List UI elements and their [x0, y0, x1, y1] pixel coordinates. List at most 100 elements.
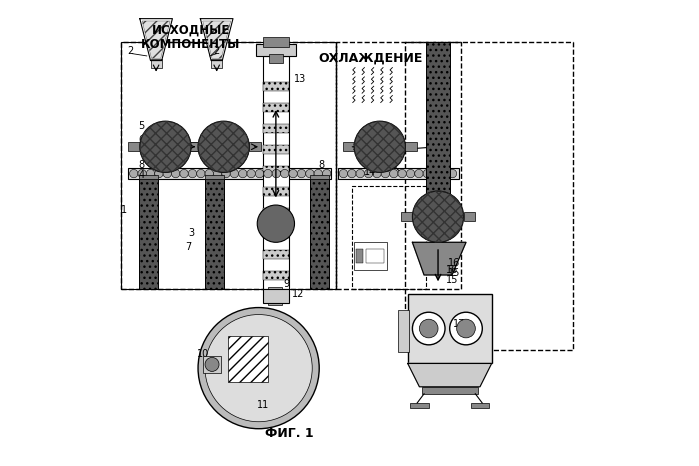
Circle shape — [238, 170, 247, 178]
Bar — [205, 175, 224, 179]
Bar — [356, 249, 363, 263]
Circle shape — [280, 170, 289, 178]
Circle shape — [171, 170, 180, 178]
Bar — [128, 168, 331, 179]
Circle shape — [354, 121, 405, 172]
Circle shape — [389, 170, 398, 178]
Circle shape — [398, 170, 406, 178]
Bar — [269, 54, 283, 63]
Text: 7: 7 — [447, 207, 453, 217]
Text: 10: 10 — [196, 349, 209, 359]
Bar — [401, 212, 412, 221]
Bar — [463, 212, 475, 221]
Circle shape — [230, 170, 238, 178]
Bar — [187, 142, 198, 151]
Circle shape — [381, 170, 389, 178]
Bar — [310, 175, 329, 179]
Bar — [338, 168, 459, 179]
Circle shape — [196, 170, 205, 178]
Bar — [405, 142, 417, 151]
Bar — [191, 142, 203, 151]
Bar — [354, 242, 387, 270]
Bar — [229, 336, 268, 382]
Bar — [264, 166, 289, 175]
Bar — [426, 42, 449, 196]
Bar — [264, 271, 289, 280]
Polygon shape — [140, 19, 173, 61]
Polygon shape — [412, 242, 466, 275]
Circle shape — [264, 170, 272, 178]
Bar — [139, 179, 157, 289]
Polygon shape — [203, 21, 231, 58]
Circle shape — [322, 170, 331, 178]
Bar — [139, 175, 157, 179]
Bar — [203, 356, 222, 373]
Circle shape — [140, 121, 191, 172]
Bar — [264, 208, 289, 217]
Circle shape — [415, 170, 423, 178]
Text: 11: 11 — [257, 400, 269, 411]
Bar — [366, 249, 384, 263]
Circle shape — [198, 121, 250, 172]
Text: 8: 8 — [138, 160, 145, 171]
Text: 6: 6 — [447, 216, 453, 226]
Circle shape — [222, 170, 230, 178]
Text: 7: 7 — [440, 214, 445, 224]
Circle shape — [146, 170, 154, 178]
Circle shape — [456, 319, 475, 338]
Bar — [264, 289, 289, 303]
Circle shape — [431, 170, 440, 178]
Bar — [264, 37, 289, 47]
Circle shape — [305, 170, 314, 178]
Circle shape — [154, 170, 163, 178]
Circle shape — [297, 170, 305, 178]
Bar — [264, 82, 289, 91]
Bar — [121, 42, 336, 289]
Text: 14: 14 — [364, 167, 377, 178]
Text: 6: 6 — [138, 135, 145, 145]
Bar — [264, 56, 289, 289]
Bar — [211, 59, 222, 68]
Circle shape — [356, 170, 364, 178]
Polygon shape — [408, 363, 491, 387]
Bar — [310, 179, 329, 289]
Text: 4: 4 — [138, 170, 145, 180]
Bar — [470, 403, 489, 408]
Circle shape — [339, 170, 347, 178]
Circle shape — [423, 170, 431, 178]
Bar — [268, 287, 282, 305]
Circle shape — [247, 170, 255, 178]
Circle shape — [198, 308, 319, 429]
Circle shape — [412, 191, 463, 242]
Text: ИСХОДНЫЕ
КОМПОНЕНТЫ: ИСХОДНЫЕ КОМПОНЕНТЫ — [141, 23, 240, 51]
Circle shape — [314, 170, 322, 178]
Text: 17: 17 — [453, 319, 466, 329]
Bar — [250, 142, 261, 151]
Text: 3: 3 — [188, 228, 194, 238]
Circle shape — [255, 170, 264, 178]
Bar — [264, 250, 289, 259]
Text: 5: 5 — [138, 121, 145, 131]
Bar — [264, 229, 289, 238]
Text: 13: 13 — [294, 74, 307, 84]
Bar — [405, 42, 573, 350]
Bar — [336, 42, 461, 289]
Polygon shape — [201, 19, 233, 61]
Circle shape — [257, 205, 294, 242]
Text: 9: 9 — [284, 279, 289, 289]
Text: 8: 8 — [319, 160, 324, 171]
Circle shape — [289, 170, 297, 178]
Text: 2: 2 — [127, 46, 134, 56]
Circle shape — [440, 170, 448, 178]
Text: 1: 1 — [122, 205, 127, 215]
Text: 7: 7 — [186, 242, 192, 252]
Bar — [121, 42, 336, 289]
Bar — [205, 179, 224, 289]
Polygon shape — [142, 21, 170, 58]
Circle shape — [213, 170, 222, 178]
Circle shape — [419, 319, 438, 338]
Bar — [264, 145, 289, 154]
Bar — [264, 187, 289, 196]
Bar — [264, 124, 289, 133]
Bar — [128, 142, 140, 151]
